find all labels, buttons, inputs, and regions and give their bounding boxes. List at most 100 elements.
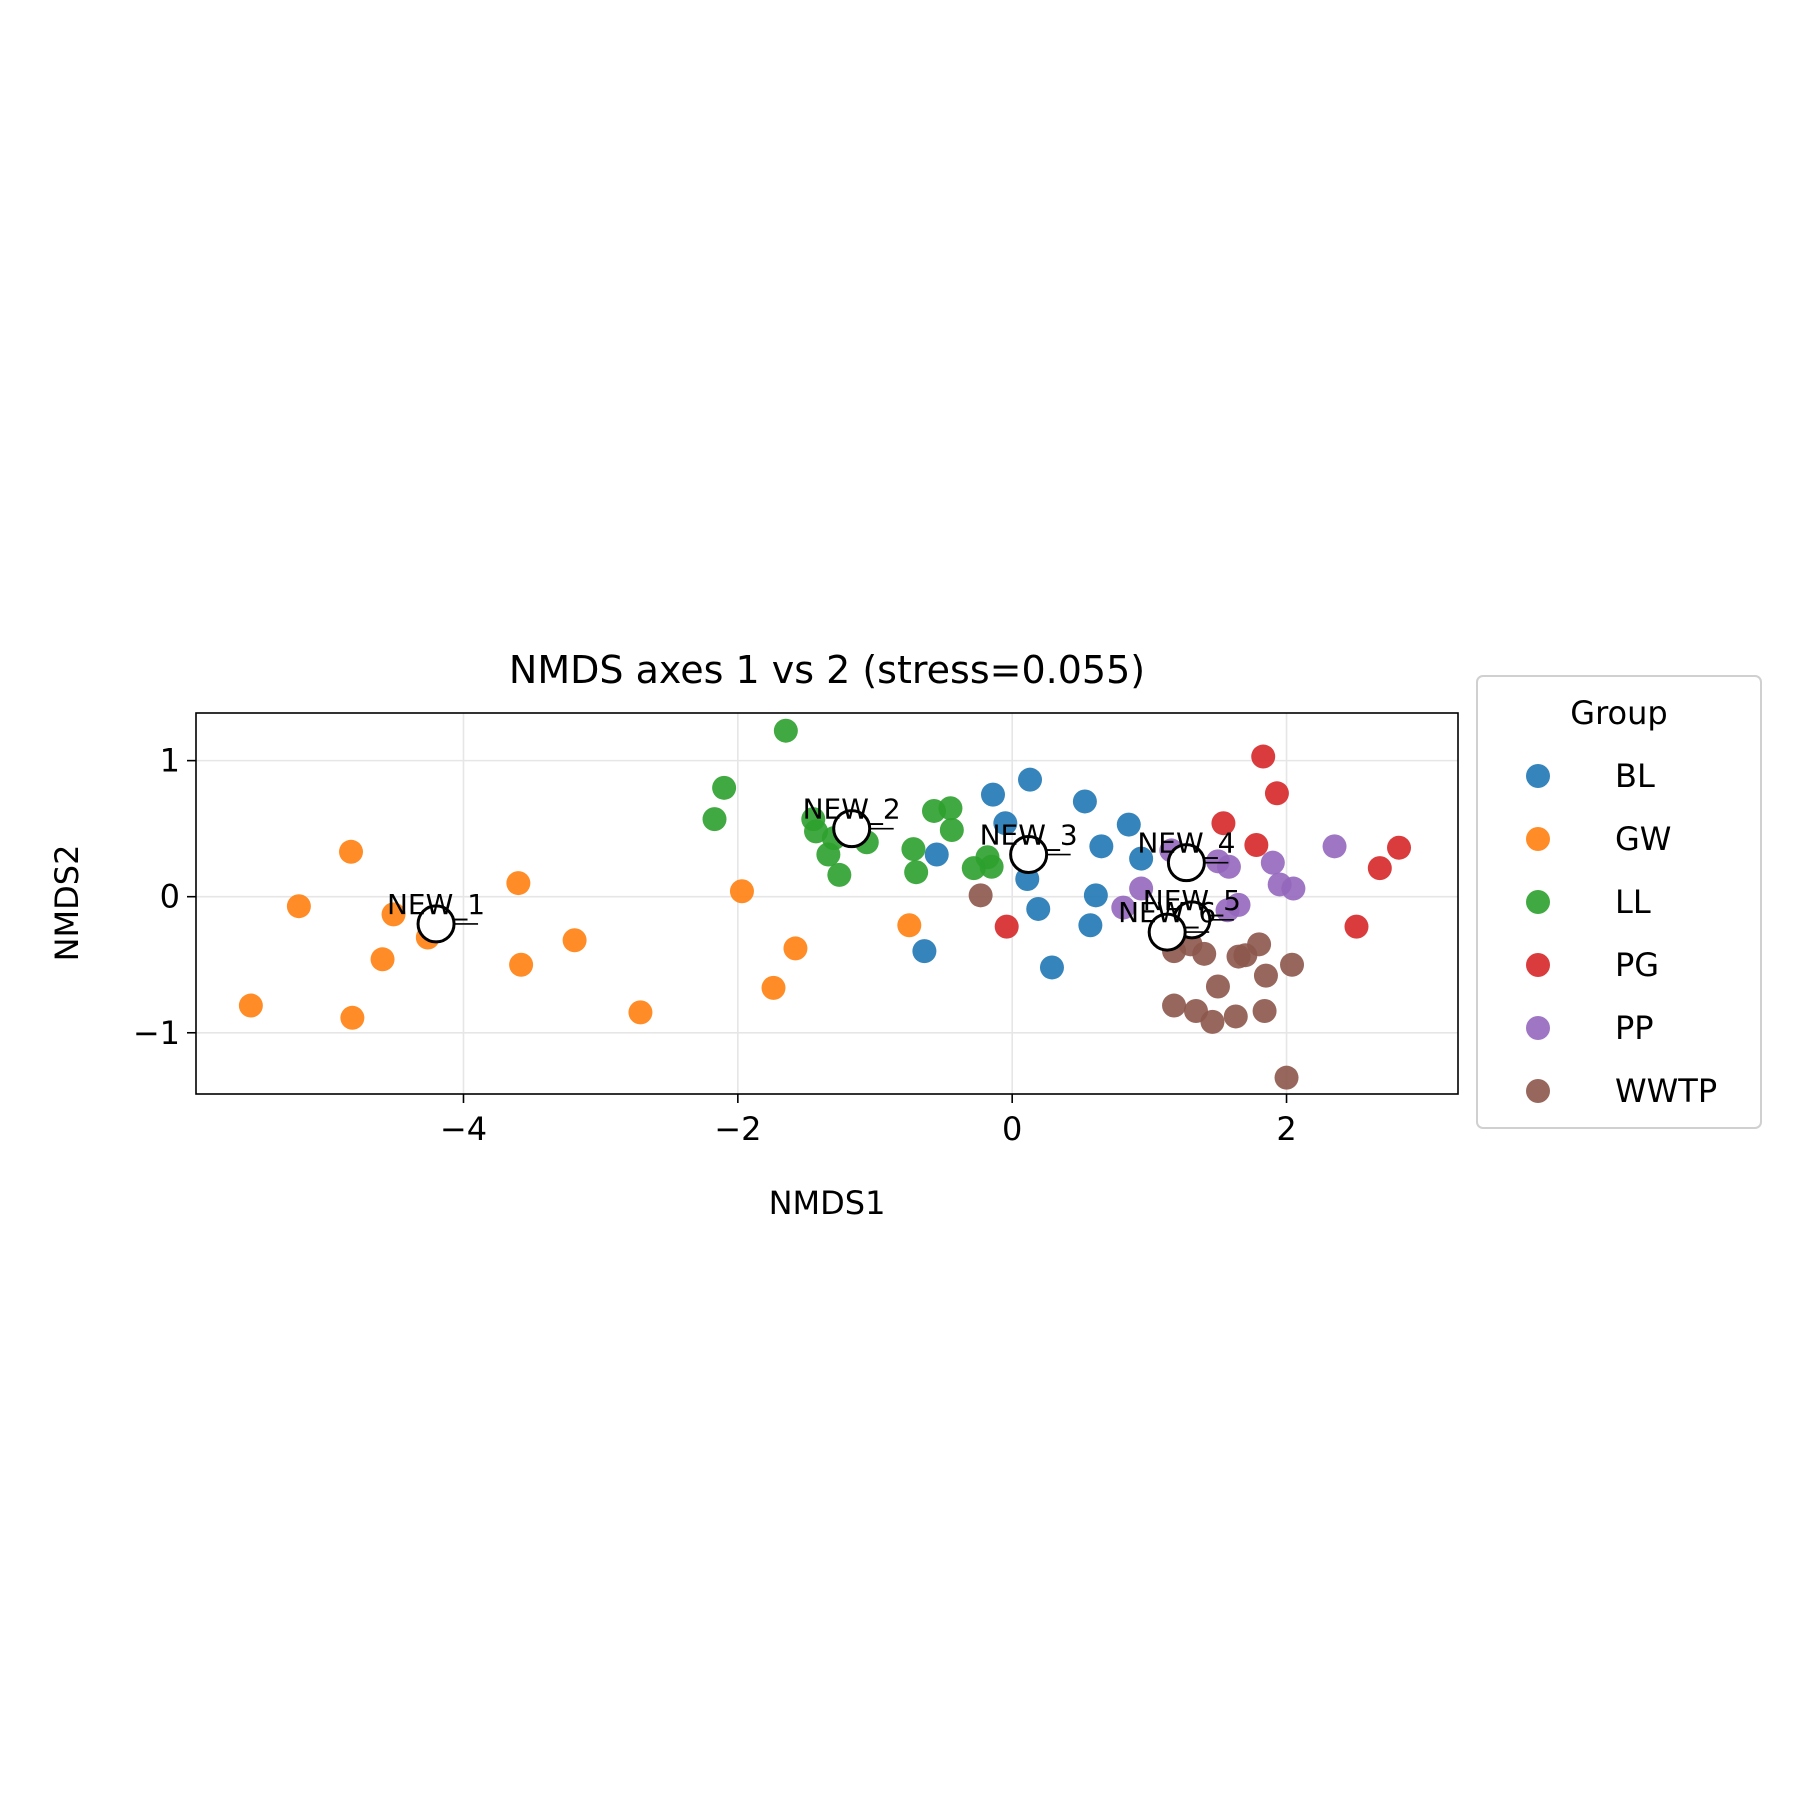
point-ll bbox=[712, 775, 737, 800]
legend-title: Group bbox=[1570, 694, 1667, 732]
point-bl bbox=[1083, 883, 1108, 908]
point-ll bbox=[938, 796, 963, 821]
point-gw bbox=[340, 1005, 365, 1030]
point-bl bbox=[1089, 834, 1114, 859]
axis-ticks: −4 −2 0 2 −1 0 1 bbox=[133, 742, 1297, 1148]
y-axis-label: NMDS2 bbox=[48, 845, 86, 962]
legend-marker-pp bbox=[1526, 1016, 1550, 1040]
grid-lines bbox=[196, 713, 1458, 1094]
point-gw bbox=[370, 947, 395, 972]
point-pg bbox=[1387, 835, 1412, 860]
point-gw bbox=[562, 928, 587, 953]
new-point-label: NEW_6 bbox=[1118, 896, 1216, 929]
data-points bbox=[238, 718, 1412, 1090]
x-tick-label: 2 bbox=[1276, 1110, 1296, 1148]
point-wwtp bbox=[1226, 944, 1251, 969]
y-tick-label: 0 bbox=[160, 878, 180, 916]
point-wwtp bbox=[968, 883, 993, 908]
x-tick-label: 0 bbox=[1002, 1110, 1022, 1148]
point-bl bbox=[1129, 846, 1154, 871]
chart-title: NMDS axes 1 vs 2 (stress=0.055) bbox=[509, 648, 1145, 692]
x-tick-label: −4 bbox=[440, 1110, 487, 1148]
legend-label-ll: LL bbox=[1615, 883, 1651, 921]
point-gw bbox=[339, 839, 364, 864]
point-pg bbox=[1211, 811, 1236, 836]
new-point-marker bbox=[1147, 912, 1187, 952]
legend-marker-bl bbox=[1526, 764, 1550, 788]
legend: Group BL GW LL PG PP WWTP bbox=[1476, 675, 1762, 1129]
new-point-marker bbox=[1009, 835, 1049, 875]
point-wwtp bbox=[1252, 998, 1277, 1023]
point-gw bbox=[897, 913, 922, 938]
new-point-marker bbox=[416, 904, 456, 944]
point-ll bbox=[939, 818, 964, 843]
legend-label-bl: BL bbox=[1615, 757, 1655, 795]
legend-label-gw: GW bbox=[1615, 820, 1671, 858]
legend-box bbox=[1476, 675, 1762, 1129]
point-bl bbox=[1078, 913, 1103, 938]
new-point-marker bbox=[832, 809, 872, 849]
point-gw bbox=[783, 936, 808, 961]
point-wwtp bbox=[1274, 1065, 1299, 1090]
new-point-marker bbox=[1166, 843, 1206, 883]
legend-marker-pg bbox=[1526, 953, 1550, 977]
point-ll bbox=[773, 718, 798, 743]
point-bl bbox=[993, 811, 1018, 836]
point-wwtp bbox=[1162, 993, 1187, 1018]
point-pp bbox=[1129, 876, 1154, 901]
point-pg bbox=[1244, 832, 1269, 857]
point-gw bbox=[509, 952, 534, 977]
point-ll bbox=[702, 807, 727, 832]
legend-marker-wwtp bbox=[1526, 1079, 1550, 1103]
point-bl bbox=[980, 782, 1005, 807]
point-pp bbox=[1322, 834, 1347, 859]
new-point-label: NEW_5 bbox=[1143, 884, 1241, 917]
x-tick-label: −2 bbox=[714, 1110, 761, 1148]
point-ll bbox=[827, 862, 852, 887]
point-bl bbox=[1039, 955, 1064, 980]
point-wwtp bbox=[1223, 1004, 1248, 1029]
point-bl bbox=[912, 939, 937, 964]
point-wwtp bbox=[1192, 941, 1217, 966]
point-gw bbox=[729, 879, 754, 904]
y-tick-label: −1 bbox=[133, 1014, 180, 1052]
point-gw bbox=[381, 902, 406, 927]
legend-label-pp: PP bbox=[1615, 1009, 1654, 1047]
legend-marker-gw bbox=[1526, 827, 1550, 851]
y-tick-label: 1 bbox=[160, 742, 180, 780]
point-gw bbox=[238, 993, 263, 1018]
point-pp bbox=[1215, 898, 1240, 923]
point-pg bbox=[1251, 744, 1276, 769]
x-axis-label: NMDS1 bbox=[769, 1184, 886, 1222]
legend-marker-ll bbox=[1526, 890, 1550, 914]
point-wwtp bbox=[1200, 1009, 1225, 1034]
point-gw bbox=[761, 975, 786, 1000]
point-gw bbox=[506, 871, 531, 896]
new-point-label: NEW_1 bbox=[387, 888, 485, 921]
point-ll bbox=[901, 837, 926, 862]
point-bl bbox=[1018, 767, 1043, 792]
point-pg bbox=[1367, 856, 1392, 881]
point-ll bbox=[979, 854, 1004, 879]
point-pp bbox=[1205, 849, 1230, 874]
point-pg bbox=[1344, 914, 1369, 939]
new-point-label: NEW_4 bbox=[1137, 827, 1235, 860]
point-gw bbox=[286, 894, 311, 919]
point-wwtp bbox=[1247, 932, 1272, 957]
point-wwtp bbox=[1205, 974, 1230, 999]
point-pp bbox=[1111, 895, 1136, 920]
point-pg bbox=[994, 914, 1019, 939]
point-bl bbox=[1116, 812, 1141, 837]
point-pp bbox=[1260, 850, 1285, 875]
point-bl bbox=[1072, 789, 1097, 814]
point-ll bbox=[904, 860, 929, 885]
point-pg bbox=[1264, 781, 1289, 806]
point-wwtp bbox=[1253, 963, 1278, 988]
point-bl bbox=[924, 842, 949, 867]
legend-label-pg: PG bbox=[1615, 946, 1659, 984]
plot-frame bbox=[195, 712, 1459, 1095]
point-gw bbox=[628, 1000, 653, 1025]
